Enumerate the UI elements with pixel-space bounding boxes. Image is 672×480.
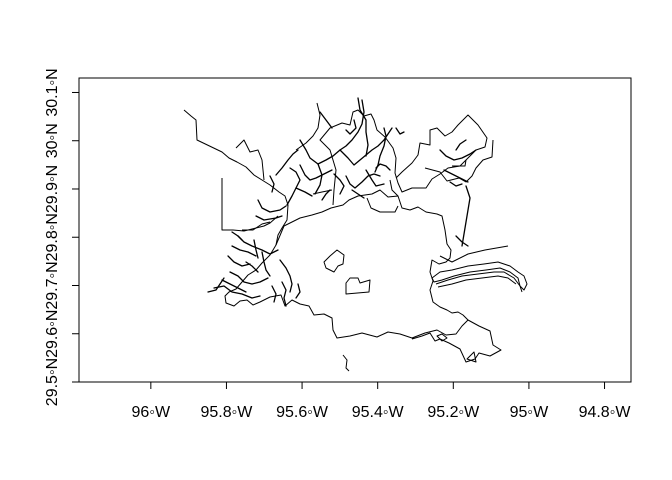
y-axis: 29.5◦N29.6◦N29.7◦N29.8◦N29.9◦N 30◦N 30.1◦N xyxy=(44,68,80,406)
y-tick-label: 29.7◦N xyxy=(44,261,61,309)
x-tick-label: 94.8◦W xyxy=(579,404,632,421)
x-tick-label: 95.8◦W xyxy=(200,404,253,421)
y-tick-label: 29.6◦N xyxy=(44,310,61,358)
x-tick-label: 95◦W xyxy=(510,404,549,421)
y-tick-label: 30◦N xyxy=(44,123,61,158)
y-tick-label: 29.9◦N xyxy=(44,165,61,213)
x-tick-label: 95.4◦W xyxy=(352,404,405,421)
y-tick-label: 29.5◦N xyxy=(44,358,61,406)
x-tick-label: 95.2◦W xyxy=(427,404,480,421)
x-axis: 96◦W 95.8◦W 95.6◦W 95.4◦W 95.2◦W 95◦W 94.8◦W xyxy=(132,381,632,421)
x-tick-label: 96◦W xyxy=(132,404,171,421)
x-tick-label: 95.6◦W xyxy=(276,404,329,421)
road-network-detail xyxy=(207,97,477,307)
city-boundary-outline xyxy=(183,102,528,372)
y-tick-label: 30.1◦N xyxy=(44,68,61,116)
y-tick-label: 29.8◦N xyxy=(44,213,61,261)
